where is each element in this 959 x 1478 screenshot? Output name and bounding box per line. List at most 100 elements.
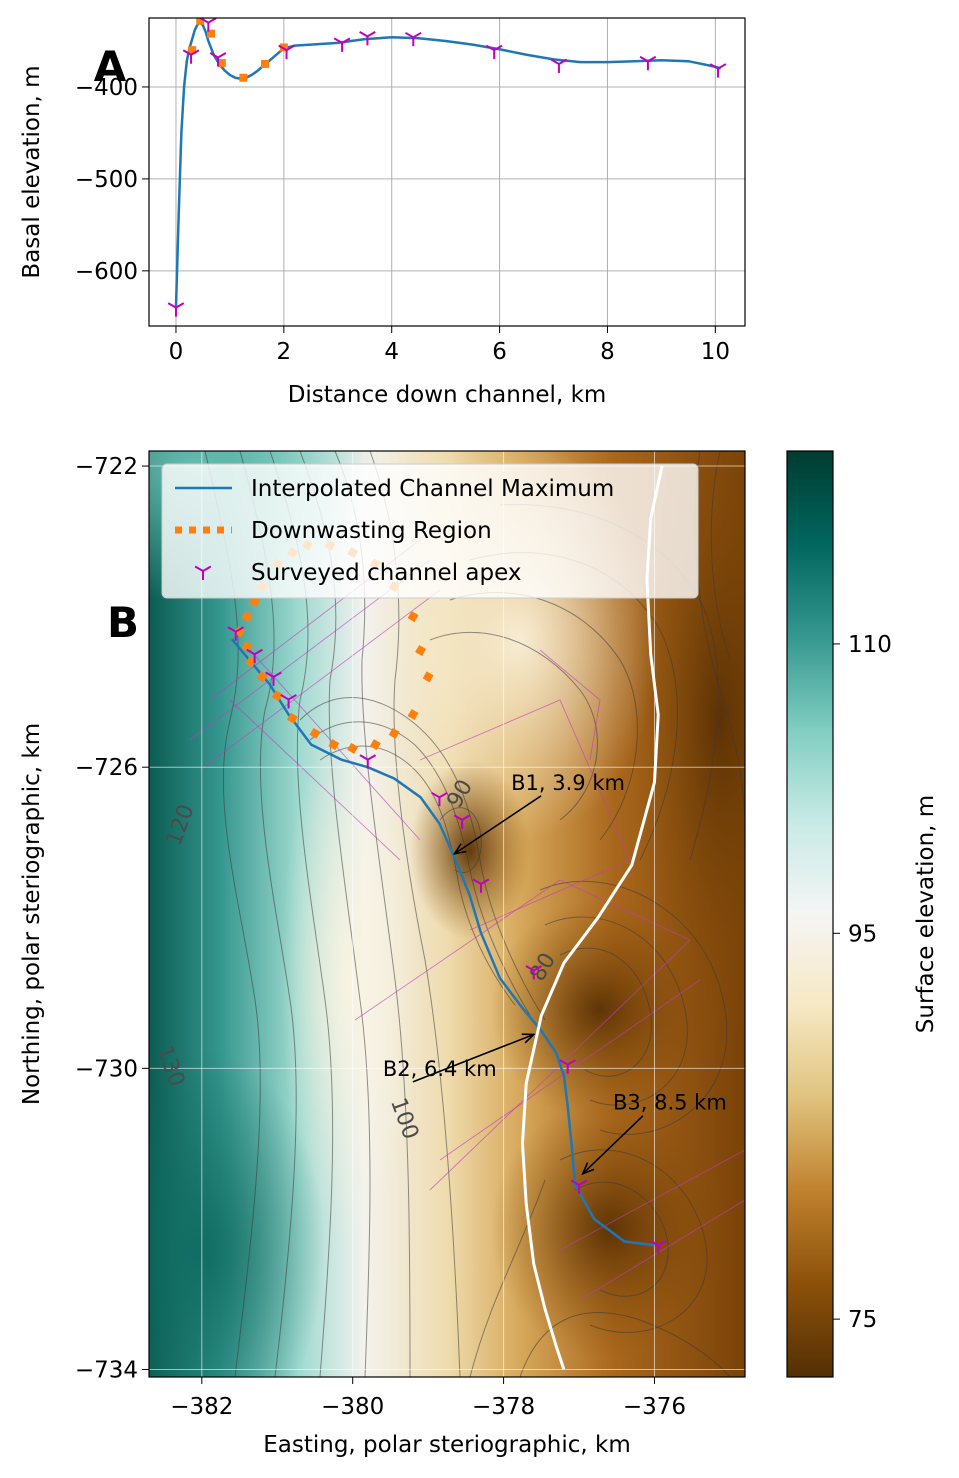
- map-surveyed-apex-marker: [431, 791, 448, 807]
- tick-label-x: −382: [170, 1394, 233, 1420]
- contour-line: [309, 721, 531, 1016]
- map-surveyed-apex-marker: [453, 814, 471, 829]
- map-downwasting-point: [241, 611, 253, 623]
- survey-track: [559, 1149, 745, 1251]
- map-downwasting-point: [422, 671, 434, 683]
- contour-line: [439, 807, 482, 873]
- colorbar-tick-label: 95: [848, 921, 877, 947]
- survey-track: [229, 699, 401, 861]
- map-surveyed-apex-marker: [570, 1179, 588, 1195]
- colorbar-ticks: 110 95 75: [833, 632, 892, 1333]
- contour-line: [539, 881, 728, 1135]
- panel-a-xlabel: Distance down channel, km: [288, 382, 607, 408]
- map-downwasting-point: [415, 645, 427, 656]
- contour-line: [574, 1181, 669, 1297]
- contour-line: [469, 1179, 546, 1377]
- map-downwasting-point: [328, 739, 340, 751]
- annotation-label: B3, 8.5 km: [613, 1091, 727, 1115]
- panel-a-ticks: 0 2 4 6 8 10 −400 −500 −600: [75, 75, 730, 365]
- series-marker-surveyed-apex: [550, 58, 568, 73]
- series-marker-surveyed-apex: [167, 302, 185, 317]
- map-surveyed-apex-marker: [649, 1239, 667, 1255]
- survey-track: [579, 1199, 745, 1301]
- contour-line: [710, 451, 731, 661]
- map-downwasting-point: [407, 611, 419, 623]
- contour-line: [429, 631, 598, 821]
- map-downwasting-point: [407, 709, 419, 720]
- map-downwasting-point: [286, 712, 298, 724]
- panel-b-ylabel: Northing, polar steriographic, km: [19, 723, 45, 1105]
- legend: Interpolated Channel Maximum Downwasting…: [161, 463, 699, 599]
- map-downwasting-point: [369, 739, 381, 751]
- series-marker-surveyed-apex: [209, 52, 227, 67]
- colorbar-tick-label: 110: [848, 632, 892, 658]
- panel-a-frame: [148, 17, 746, 327]
- map-annotations: B1, 3.9 km B2, 6.4 km B3, 8.5 km: [383, 771, 727, 1176]
- map-surveyed-apex-marker: [559, 1059, 577, 1074]
- legend-label-channel-maximum: Interpolated Channel Maximum: [251, 476, 614, 502]
- map-downwasting-point: [388, 727, 400, 739]
- annotation-arrowhead: [452, 843, 467, 855]
- contour-line: [299, 697, 546, 1021]
- series-point-downwasting: [217, 59, 226, 68]
- panel-a-series: [167, 18, 727, 317]
- legend-label-surveyed-apex: Surveyed channel apex: [251, 560, 521, 586]
- map-lower-left-shading: [149, 1050, 325, 1377]
- map-contour-lines: [204, 451, 745, 1377]
- map-surveyed-apex-marker: [246, 648, 263, 664]
- annotation-arrowhead: [521, 1033, 536, 1044]
- colorbar-tick-label: 75: [848, 1307, 877, 1333]
- map-downwasting-point: [245, 656, 257, 668]
- map-surveyed-apex-marker: [265, 671, 282, 686]
- map-surveyed-apex-marker: [227, 626, 245, 641]
- map-downwasting-point: [309, 727, 321, 739]
- series-point-downwasting: [239, 73, 248, 82]
- tick-label-x: −380: [321, 1394, 384, 1420]
- series-point-downwasting: [196, 18, 205, 25]
- contour-line: [319, 745, 516, 1006]
- series-marker-surveyed-apex: [404, 31, 422, 47]
- series-marker-surveyed-apex: [359, 31, 376, 46]
- panel-b-xlabel: Easting, polar steriographic, km: [263, 1432, 631, 1458]
- map-trough-b2: [490, 900, 710, 1120]
- panel-a-gridlines: [149, 18, 745, 326]
- map-surveyed-apex-marker: [525, 965, 543, 980]
- map-downwasting-point: [271, 690, 283, 702]
- series-point-downwasting: [279, 43, 288, 52]
- tick-label-y: −400: [75, 75, 138, 101]
- colorbar: 110 95 75 Surface elevation, m: [786, 450, 939, 1378]
- annotation-label: B2, 6.4 km: [383, 1057, 497, 1081]
- tick-label-x: 2: [277, 339, 292, 365]
- contour-line: [519, 1312, 731, 1377]
- series-marker-surveyed-apex: [709, 63, 727, 78]
- tick-label-y: −726: [75, 755, 138, 781]
- survey-track: [199, 589, 441, 771]
- map-downwasting-point: [249, 596, 261, 608]
- annotation-arrow: [454, 795, 542, 855]
- annotation-arrow: [582, 1115, 644, 1175]
- map-grounding-line: [520, 465, 664, 1370]
- map-surveyed-apex-marker: [280, 694, 297, 709]
- series-marker-surveyed-apex: [182, 49, 200, 64]
- panel-b-label: B: [107, 598, 139, 647]
- legend-marker-symbol: [194, 565, 212, 580]
- tick-label-y: −600: [75, 259, 138, 285]
- legend-box: [161, 463, 699, 599]
- legend-marker-swatch: [194, 565, 212, 580]
- panel-a-basal-profile: 0 2 4 6 8 10 −400 −500 −600 Distance down channe…: [19, 17, 746, 408]
- colorbar-label: Surface elevation, m: [913, 795, 939, 1033]
- panel-a-ylabel: Basal elevation, m: [19, 65, 45, 278]
- map-channel-maximum-line: [231, 638, 655, 1247]
- survey-track: [539, 649, 601, 761]
- series-marker-surveyed-apex: [639, 55, 657, 71]
- series-marker-surveyed-apex: [333, 37, 351, 52]
- tick-label-x: 6: [492, 339, 507, 365]
- panel-b-ticks: −382 −380 −378 −376 −722 −726 −730 −734: [75, 454, 686, 1420]
- tick-label-y: −722: [75, 454, 138, 480]
- map-downwasting-point: [256, 671, 268, 683]
- tick-label-x: 4: [384, 339, 399, 365]
- series-point-downwasting: [207, 29, 216, 38]
- map-downwasting-point: [241, 641, 253, 653]
